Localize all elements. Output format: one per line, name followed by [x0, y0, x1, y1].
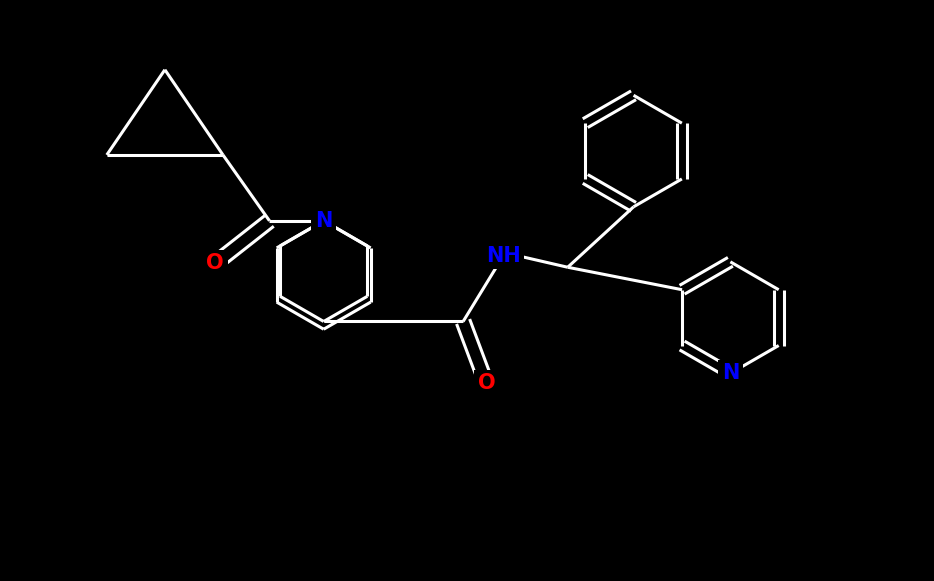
Text: O: O [206, 253, 224, 274]
Text: O: O [477, 374, 495, 393]
Text: N: N [315, 211, 333, 231]
Text: NH: NH [486, 246, 521, 266]
Text: N: N [722, 363, 739, 383]
